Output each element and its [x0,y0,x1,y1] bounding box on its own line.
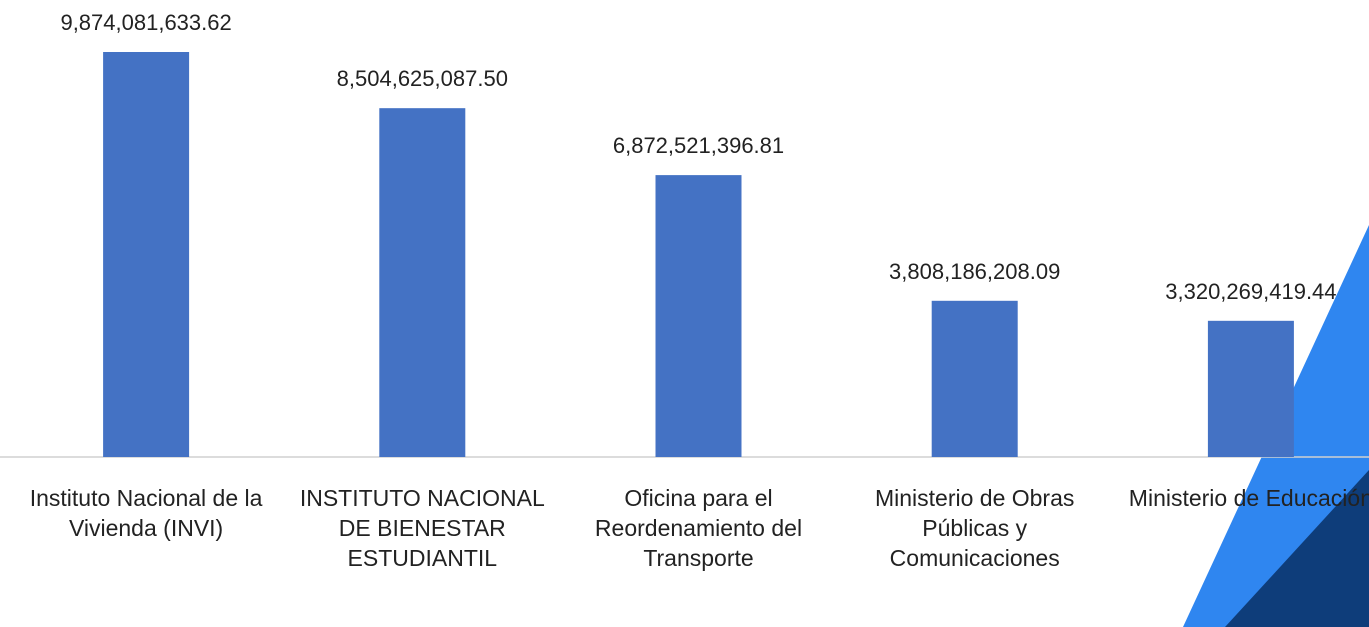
bar [103,52,190,457]
x-tick-label: Ministerio de Educación [1128,485,1369,511]
data-label: 9,874,081,633.62 [60,10,231,35]
decoration [1225,470,1369,627]
bar [655,175,742,458]
data-label: 3,808,186,208.09 [889,259,1060,284]
data-label: 8,504,625,087.50 [337,66,508,91]
bar [1207,320,1294,457]
bar [379,108,466,457]
data-label: 6,872,521,396.81 [613,133,784,158]
x-tick-label: Oficina para el Reordenamiento del Trans… [594,485,803,571]
x-tick-label: Instituto Nacional de la Vivienda (INVI) [29,485,263,541]
data-label: 3,320,269,419.44 [1165,279,1336,304]
bar [931,300,1018,457]
x-tick-label: Ministerio de Obras Públicas y Comunicac… [874,485,1075,571]
x-tick-label: INSTITUTO NACIONAL DE BIENESTAR ESTUDIAN… [299,485,545,571]
